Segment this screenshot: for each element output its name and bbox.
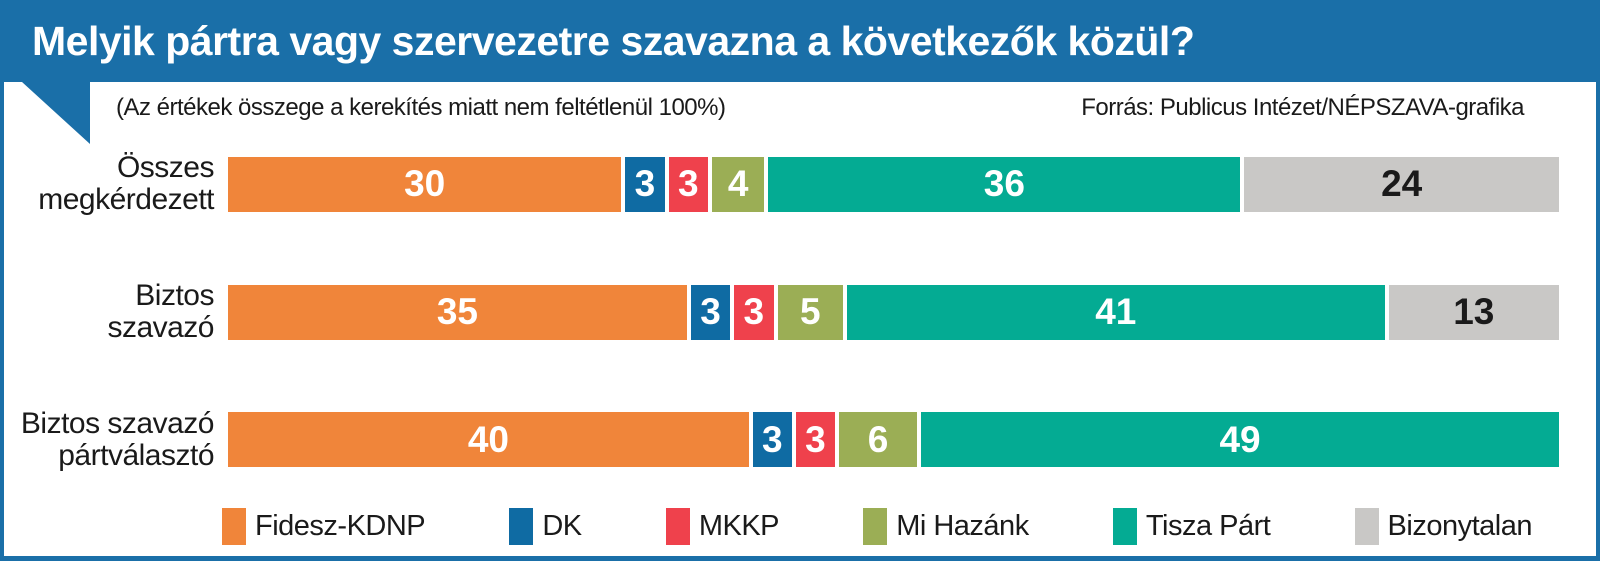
legend-label-dk: DK xyxy=(542,510,582,543)
bar-segment-mi-hazank: 4 xyxy=(711,156,765,212)
legend-swatch-fidesz-kdnp xyxy=(222,508,246,546)
legend-swatch-mi-hazank xyxy=(863,508,888,546)
legend-item-fidesz-kdnp: Fidesz-KDNP xyxy=(222,508,426,546)
legend-item-mkkp: MKKP xyxy=(665,508,780,546)
bar-segment-dk: 3 xyxy=(625,156,665,212)
page-title: Melyik pártra vagy szervezetre szavazna … xyxy=(32,17,1195,64)
bar-segment-fidesz-kdnp: 30 xyxy=(228,156,622,212)
legend-item-bizonytalan: Bizonytalan xyxy=(1354,508,1533,546)
legend-label-tisza-part: Tisza Párt xyxy=(1145,510,1271,543)
legend-label-fidesz-kdnp: Fidesz-KDNP xyxy=(255,510,426,543)
bar-segment-tisza-part: 36 xyxy=(768,156,1241,212)
bar-segment-dk: 3 xyxy=(752,412,792,468)
stacked-bar: 30 3 3 4 36 24 xyxy=(228,156,1559,212)
bar-segment-mi-hazank: 6 xyxy=(838,412,918,468)
chart-row: Összes megkérdezett 30 3 3 4 36 24 xyxy=(4,151,1596,217)
source-credit: Forrás: Publicus Intézet/NÉPSZAVA-grafik… xyxy=(1081,94,1524,121)
bar-segment-tisza-part: 49 xyxy=(921,412,1560,468)
category-label: Biztos szavazó pártválasztó xyxy=(20,406,215,472)
bar-segment-fidesz-kdnp: 35 xyxy=(228,284,687,340)
bar-segment-fidesz-kdnp: 40 xyxy=(228,412,749,468)
legend-swatch-bizonytalan xyxy=(1354,508,1379,546)
bar-segment-mkkp: 3 xyxy=(795,412,835,468)
category-label: Biztos szavazó xyxy=(107,278,214,345)
legend-label-mkkp: MKKP xyxy=(698,510,780,543)
bar-segment-bizonytalan: 24 xyxy=(1244,156,1559,212)
bar-segment-mi-hazank: 5 xyxy=(777,284,844,340)
legend-swatch-tisza-part xyxy=(1112,508,1137,546)
legend-item-dk: DK xyxy=(509,508,582,546)
legend-label-mi-hazank: Mi Hazánk xyxy=(896,510,1029,543)
stacked-bar-chart: Összes megkérdezett 30 3 3 4 36 24 Biztos szavazó… xyxy=(4,151,1596,473)
title-bar: Melyik pártra vagy szervezetre szavazna … xyxy=(4,0,1596,82)
rounding-note: (Az értékek összege a kerekítés miatt ne… xyxy=(116,94,726,121)
bar-segment-bizonytalan: 13 xyxy=(1388,284,1559,340)
chart-row: Biztos szavazó pártválasztó 40 3 3 6 49 xyxy=(4,406,1596,473)
legend-item-tisza-part: Tisza Párt xyxy=(1112,508,1271,546)
legend-swatch-dk xyxy=(509,508,534,546)
legend-swatch-mkkp xyxy=(665,508,690,546)
bar-segment-mkkp: 3 xyxy=(734,284,774,340)
bar-segment-tisza-part: 41 xyxy=(847,284,1385,340)
stacked-bar: 40 3 3 6 49 xyxy=(228,412,1560,468)
meta-row: (Az értékek összege a kerekítés miatt ne… xyxy=(4,82,1596,126)
legend-label-bizonytalan: Bizonytalan xyxy=(1387,510,1533,543)
legend: Fidesz-KDNP DK MKKP Mi Hazánk Tisza Párt Bizo… xyxy=(222,508,1533,546)
chart-row: Biztos szavazó 35 3 3 5 41 13 xyxy=(4,278,1596,345)
category-label: Összes megkérdezett xyxy=(38,151,214,217)
legend-item-mi-hazank: Mi Hazánk xyxy=(863,508,1029,546)
stacked-bar: 35 3 3 5 41 13 xyxy=(228,284,1559,340)
bar-segment-dk: 3 xyxy=(690,284,731,340)
bar-segment-mkkp: 3 xyxy=(668,156,708,212)
